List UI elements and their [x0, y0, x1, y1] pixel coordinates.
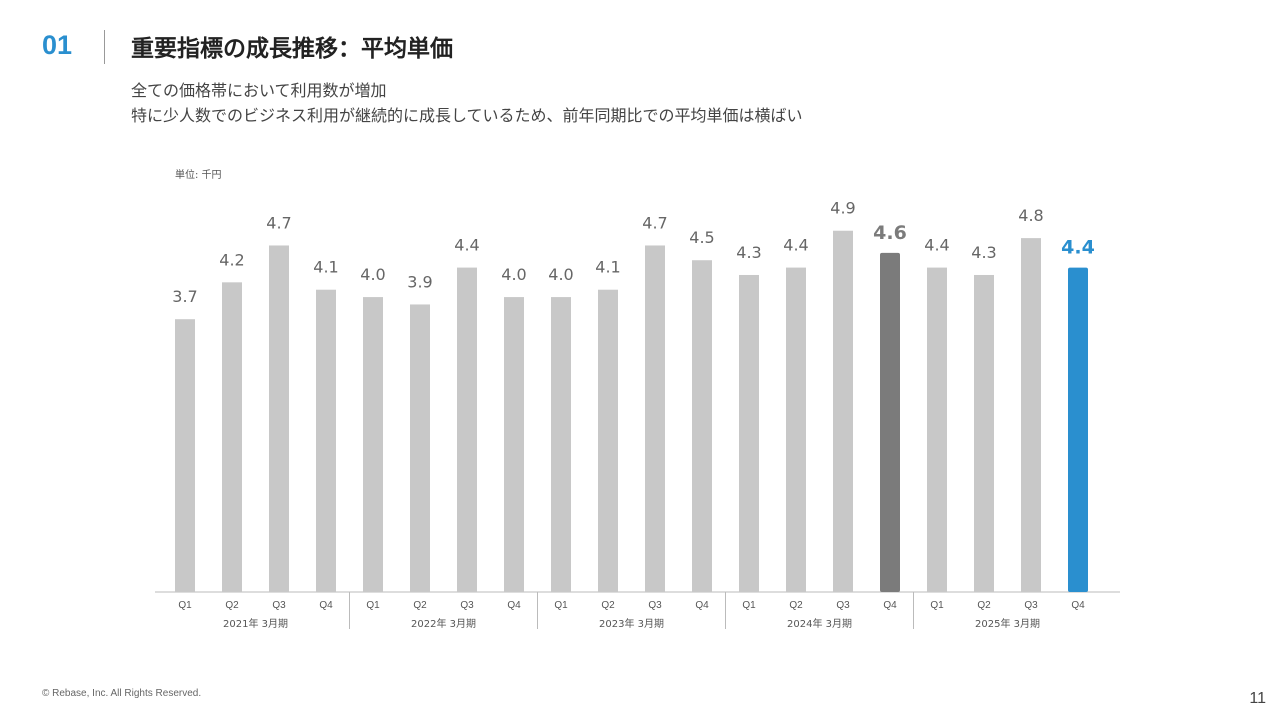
x-tick-label: Q1 [366, 600, 380, 611]
bar [692, 260, 712, 592]
data-label: 3.9 [407, 272, 432, 291]
data-label: 4.5 [689, 228, 714, 247]
x-tick-label: Q2 [225, 600, 239, 611]
data-label: 4.4 [783, 236, 808, 255]
data-label: 4.0 [360, 265, 385, 284]
bar [645, 245, 665, 592]
bar [739, 274, 759, 592]
data-label: 4.7 [642, 213, 667, 232]
bar [974, 274, 994, 592]
x-tick-label: Q3 [1024, 600, 1038, 611]
data-label: 4.8 [1018, 206, 1043, 225]
x-group-label: 2023年 3月期 [599, 617, 664, 630]
x-tick-label: Q4 [319, 600, 333, 611]
data-label: 4.3 [971, 243, 996, 262]
x-tick-label: Q3 [460, 600, 474, 611]
data-label: 4.6 [873, 222, 907, 244]
bar [222, 282, 242, 592]
x-tick-label: Q3 [272, 600, 286, 611]
x-tick-label: Q4 [883, 600, 897, 611]
x-tick-label: Q2 [601, 600, 615, 611]
data-label: 4.0 [548, 265, 573, 284]
data-label: 4.1 [595, 258, 620, 277]
x-tick-label: Q4 [1071, 600, 1085, 611]
x-tick-label: Q3 [836, 600, 850, 611]
bar [269, 245, 289, 592]
x-tick-label: Q4 [695, 600, 709, 611]
x-tick-label: Q1 [930, 600, 944, 611]
data-label: 4.4 [924, 236, 949, 255]
bar [1068, 267, 1088, 592]
bar [833, 230, 853, 592]
bar [316, 289, 336, 592]
data-label: 3.7 [172, 287, 197, 306]
data-label: 4.7 [266, 213, 291, 232]
bar [1021, 238, 1041, 593]
bar [927, 267, 947, 592]
data-label: 4.3 [736, 243, 761, 262]
section-number: 01 [42, 30, 73, 60]
unit-label: 単位: 千円 [175, 168, 222, 181]
title-divider [104, 30, 105, 64]
subtitle-line-2: 特に少人数でのビジネス利用が継続的に成長しているため、前年同期比での平均単価は横… [131, 106, 803, 125]
page-number: 11 [1249, 690, 1266, 707]
x-tick-label: Q2 [789, 600, 803, 611]
bar [598, 289, 618, 592]
data-label: 4.2 [219, 250, 244, 269]
x-tick-label: Q4 [507, 600, 521, 611]
data-label: 4.4 [1061, 237, 1095, 259]
x-tick-label: Q1 [742, 600, 756, 611]
data-label: 4.9 [830, 199, 855, 218]
data-label: 4.4 [454, 236, 479, 255]
x-group-label: 2024年 3月期 [787, 617, 852, 630]
x-tick-label: Q1 [554, 600, 568, 611]
x-tick-label: Q2 [413, 600, 427, 611]
subtitle: 全ての価格帯において利用数が増加 特に少人数でのビジネス利用が継続的に成長してい… [131, 78, 803, 128]
bar [175, 319, 195, 592]
bar [363, 297, 383, 592]
page-title: 重要指標の成長推移：平均単価 [131, 36, 453, 62]
bar [786, 267, 806, 592]
x-tick-label: Q1 [178, 600, 192, 611]
subtitle-line-1: 全ての価格帯において利用数が増加 [131, 81, 387, 100]
x-group-label: 2021年 3月期 [223, 617, 288, 630]
bar [551, 297, 571, 592]
x-group-label: 2022年 3月期 [411, 617, 476, 630]
x-tick-label: Q3 [648, 600, 662, 611]
x-tick-label: Q2 [977, 600, 991, 611]
copyright: © Rebase, Inc. All Rights Reserved. [42, 688, 202, 699]
x-group-label: 2025年 3月期 [975, 617, 1040, 630]
data-label: 4.0 [501, 265, 526, 284]
data-label: 4.1 [313, 258, 338, 277]
bar [457, 267, 477, 592]
bar [410, 304, 430, 592]
bar [504, 297, 524, 592]
bar [880, 252, 900, 592]
